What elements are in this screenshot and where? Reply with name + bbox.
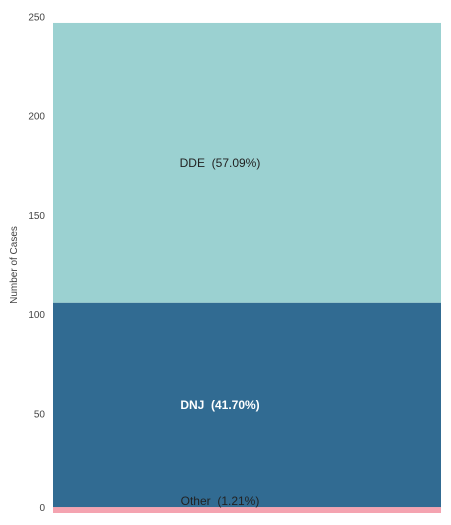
y-tick-label: 100 <box>28 310 45 321</box>
y-tick-label: 0 <box>39 503 45 514</box>
y-tick-label: 150 <box>28 211 45 222</box>
y-tick-label: 250 <box>28 13 45 24</box>
segment-labels: Other (1.21%) DNJ (41.70%) DDE (57.09%) <box>180 156 261 508</box>
bar-segments <box>53 22 441 513</box>
segment-label-other: Other (1.21%) <box>181 494 260 508</box>
segment-label-dde: DDE (57.09%) <box>180 156 261 170</box>
bar-segment-dnj <box>53 302 441 508</box>
y-axis-title: Number of Cases <box>9 226 20 304</box>
y-tick-label: 50 <box>34 409 46 420</box>
segment-label-dnj: DNJ (41.70%) <box>180 398 259 412</box>
y-axis: 0 50 100 150 200 250 <box>28 13 45 515</box>
bar-segment-dde <box>53 22 441 303</box>
y-tick-label: 200 <box>28 112 45 123</box>
bar-segment-other <box>53 507 441 513</box>
